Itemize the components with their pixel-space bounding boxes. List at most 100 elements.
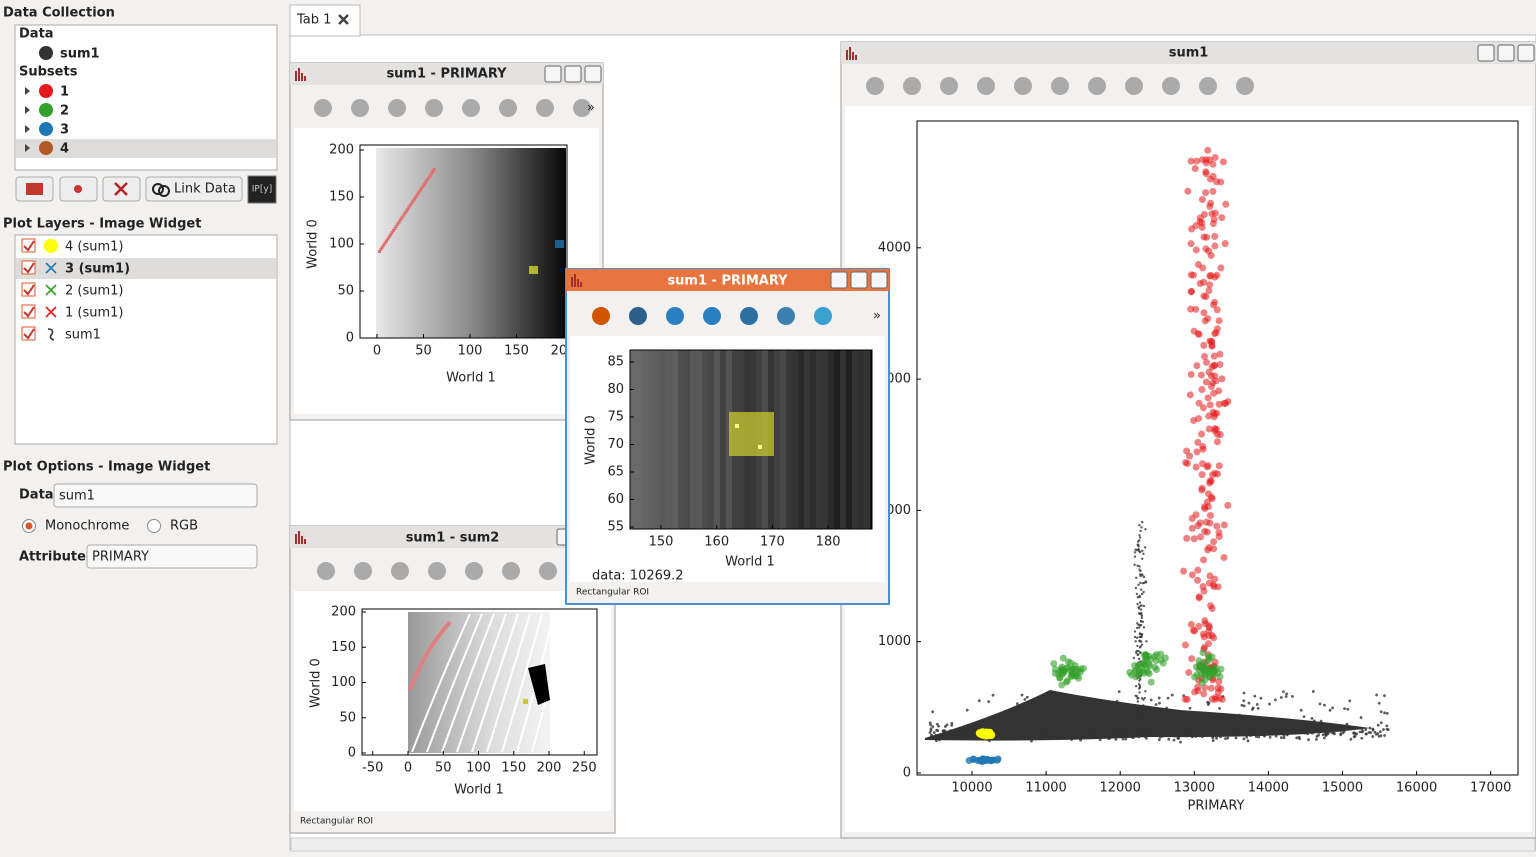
expander[interactable] (25, 87, 30, 95)
subset-label[interactable]: 1 (60, 85, 69, 100)
tool-button[interactable] (314, 99, 332, 117)
window-min[interactable] (830, 271, 848, 289)
point (1200, 233, 1208, 241)
layer-label[interactable]: 3 (sum1) (65, 262, 130, 277)
image-blob (528, 664, 550, 705)
scrollbar[interactable] (290, 837, 1536, 852)
toolbar-more[interactable]: » (587, 101, 595, 116)
window-close[interactable] (1517, 44, 1535, 62)
tool-button[interactable] (666, 307, 684, 325)
window-min[interactable] (544, 65, 562, 83)
tool-button[interactable] (1014, 77, 1032, 95)
image-streak (441, 613, 495, 753)
tool-button[interactable] (1162, 77, 1180, 95)
window-title: sum1 - PRIMARY (667, 274, 788, 289)
window-max[interactable] (564, 65, 582, 83)
tool-button[interactable] (465, 562, 483, 580)
expander[interactable] (25, 106, 30, 114)
tool-button[interactable] (977, 77, 995, 95)
point (1376, 732, 1380, 736)
left-panel: Data Collection Data sum1 Subsets 1 2 3 4 L… (3, 6, 278, 569)
tab[interactable] (289, 4, 361, 37)
tool-button[interactable] (428, 562, 446, 580)
tool-button[interactable] (1236, 77, 1254, 95)
tool-button[interactable] (388, 99, 406, 117)
image-streak (425, 178, 429, 182)
tool-button[interactable] (703, 307, 721, 325)
layer-label[interactable]: sum1 (65, 328, 101, 343)
point (1321, 733, 1325, 737)
tool-button[interactable] (499, 99, 517, 117)
toolbar-more[interactable]: » (873, 309, 881, 324)
point (1078, 727, 1082, 731)
tab-close[interactable] (338, 14, 349, 25)
point (1136, 602, 1139, 606)
checkbox[interactable] (21, 282, 36, 297)
point (1211, 427, 1219, 435)
button[interactable] (145, 176, 243, 202)
subset-label[interactable]: 2 (60, 104, 69, 119)
window-min[interactable] (1477, 44, 1495, 62)
point (930, 736, 934, 740)
check (23, 328, 35, 340)
layer-label[interactable]: 1 (sum1) (65, 306, 124, 321)
y-tick-label: 85 (607, 355, 624, 370)
tool-button[interactable] (903, 77, 921, 95)
select[interactable] (86, 544, 258, 569)
expander[interactable] (25, 125, 30, 133)
tool-button[interactable] (629, 307, 647, 325)
point (1054, 727, 1058, 731)
window-max[interactable] (1497, 44, 1515, 62)
tool-button[interactable] (462, 99, 480, 117)
layer-label[interactable]: 4 (sum1) (65, 240, 124, 255)
tool-button[interactable] (354, 562, 372, 580)
button[interactable] (247, 175, 277, 204)
tool-button[interactable] (573, 99, 591, 117)
point (1202, 245, 1210, 253)
expander[interactable] (25, 144, 30, 152)
subset-label[interactable]: 4 (60, 142, 69, 157)
point (1189, 730, 1193, 734)
point (1385, 711, 1389, 715)
subset-label[interactable]: 3 (60, 123, 69, 138)
tool-button[interactable] (777, 307, 795, 325)
point (1202, 378, 1210, 386)
checkbox[interactable] (21, 238, 36, 253)
point (1145, 640, 1148, 643)
tool-button[interactable] (391, 562, 409, 580)
window-close[interactable] (870, 271, 888, 289)
tool-button[interactable] (1125, 77, 1143, 95)
label: Attribute (19, 550, 86, 565)
tool-button[interactable] (425, 99, 443, 117)
checkbox[interactable] (21, 304, 36, 319)
image-streak (380, 245, 384, 249)
tool-button[interactable] (1088, 77, 1106, 95)
tool-button[interactable] (1199, 77, 1217, 95)
checkbox[interactable] (21, 260, 36, 275)
tool-button[interactable] (351, 99, 369, 117)
tool-button[interactable] (502, 562, 520, 580)
radio[interactable] (147, 519, 161, 533)
window-close[interactable] (584, 65, 602, 83)
tool-button[interactable] (539, 562, 557, 580)
point (1238, 713, 1241, 717)
tool-button[interactable] (814, 307, 832, 325)
tool-button[interactable] (1051, 77, 1069, 95)
tool-button[interactable] (866, 77, 884, 95)
select[interactable] (53, 483, 258, 508)
check (23, 262, 35, 274)
point (1132, 673, 1140, 681)
data-item[interactable]: sum1 (60, 47, 100, 62)
checkbox[interactable] (21, 326, 36, 341)
tool-button[interactable] (592, 307, 610, 325)
x-tick-label: 12000 (1100, 781, 1141, 796)
point (1280, 730, 1283, 734)
window-max[interactable] (850, 271, 868, 289)
tool-button[interactable] (940, 77, 958, 95)
tool-button[interactable] (317, 562, 335, 580)
tool-button[interactable] (740, 307, 758, 325)
point (1165, 706, 1169, 710)
layer-label[interactable]: 2 (sum1) (65, 284, 124, 299)
point (1142, 704, 1145, 707)
tool-button[interactable] (536, 99, 554, 117)
